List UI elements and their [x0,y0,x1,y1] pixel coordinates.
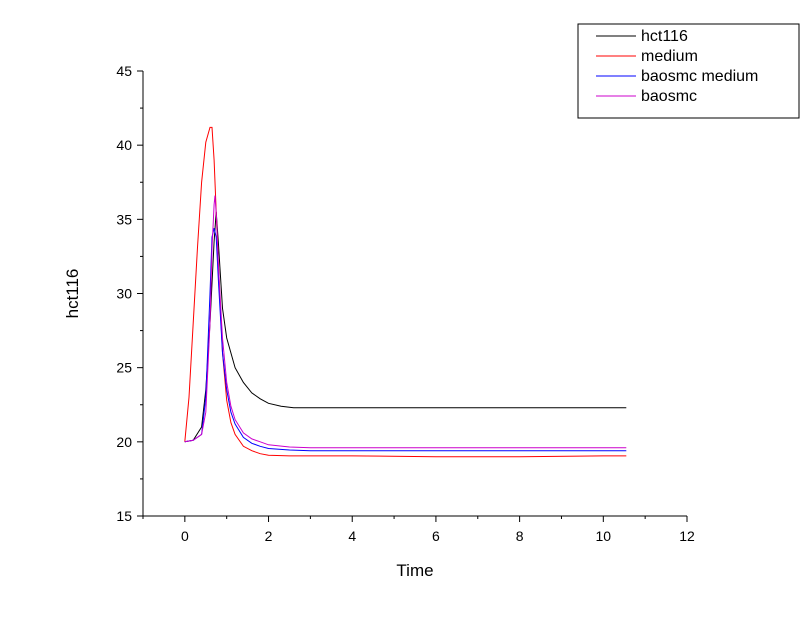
legend-label: hct116 [641,28,688,45]
x-axis-title: Time [396,561,433,580]
y-tick-label: 40 [116,137,132,153]
x-tick-label: 2 [265,528,273,544]
x-tick-label: 6 [432,528,440,544]
x-tick-label: 0 [181,528,189,544]
y-ticks: 15 20 25 30 35 40 45 [116,63,143,524]
legend-label: baosmc [641,88,697,105]
axes: 0 2 4 6 8 10 12 15 20 25 30 35 40 45 [116,63,695,544]
series-line [184,228,627,452]
legend-label: medium [641,48,698,65]
x-tick-label: 8 [516,528,524,544]
x-ticks: 0 2 4 6 8 10 12 [142,516,695,544]
legend-box [577,23,800,119]
x-tick-label: 10 [596,528,612,544]
plot-area [184,126,627,458]
x-tick-label: 4 [348,528,356,544]
y-tick-label: 20 [116,434,132,450]
y-axis-title: hct116 [63,269,82,319]
legend: hct116 medium baosmc medium baosmc [577,23,800,119]
series-line [184,211,627,443]
y-tick-label: 25 [116,360,132,376]
y-tick-label: 30 [116,286,132,302]
legend-label: baosmc medium [641,68,758,85]
series-line [184,126,627,458]
y-tick-label: 15 [116,508,132,524]
y-tick-label: 45 [116,63,132,79]
x-tick-label: 12 [679,528,695,544]
series-line [184,195,627,449]
y-tick-label: 35 [116,211,132,227]
